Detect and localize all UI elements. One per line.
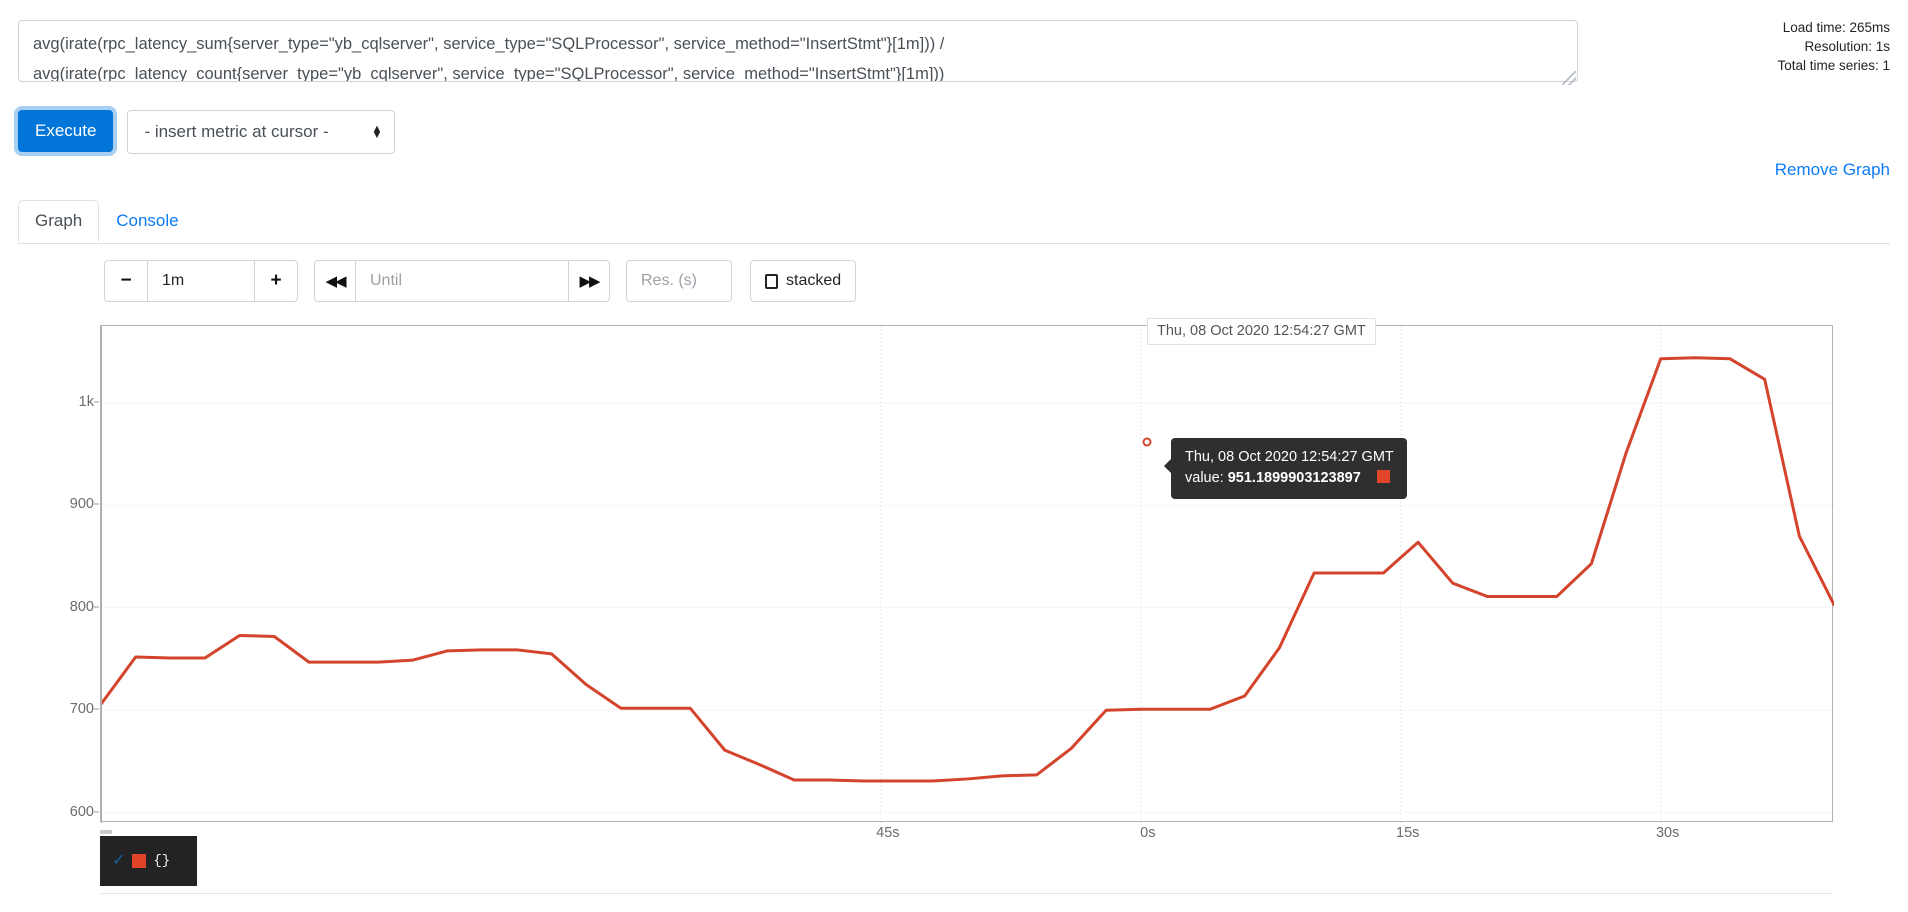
y-axis-tick-label: 600: [69, 803, 94, 820]
y-axis-tick-label: 1k: [78, 393, 94, 410]
execute-row: Execute - insert metric at cursor - ▲ ▼: [18, 110, 396, 154]
legend-divider: [100, 893, 1833, 894]
x-axis-tick-label: 45s: [876, 825, 900, 841]
y-axis-tick: [94, 606, 99, 608]
remove-graph-link[interactable]: Remove Graph: [1774, 160, 1890, 179]
tooltip-timestamp: Thu, 08 Oct 2020 12:54:27 GMT: [1185, 449, 1394, 465]
resolution-info: Resolution: 1s: [1804, 39, 1890, 54]
query-stats: Load time: 265ms Resolution: 1s Total ti…: [1777, 18, 1890, 75]
gridlines: [101, 402, 1834, 814]
resolution-input[interactable]: Res. (s): [626, 260, 732, 302]
range-group: − 1m +: [104, 260, 298, 302]
tab-graph[interactable]: Graph: [18, 200, 100, 242]
metric-insert-select[interactable]: - insert metric at cursor - ▲ ▼: [127, 110, 396, 154]
series-line: [99, 356, 1836, 783]
y-axis-tick: [94, 503, 99, 505]
plot-svg: [99, 326, 1836, 823]
hover-tooltip: Thu, 08 Oct 2020 12:54:27 GMT value: 951…: [1164, 438, 1407, 499]
tooltip-value-label: value:: [1185, 470, 1224, 486]
execute-button[interactable]: Execute: [18, 110, 114, 152]
tooltip-value: 951.1899903123897: [1227, 470, 1361, 486]
legend-color-swatch: [132, 854, 147, 868]
stacked-label: stacked: [786, 272, 842, 289]
y-axis-line: [101, 326, 102, 823]
step-forward-button[interactable]: ▶▶: [568, 260, 610, 302]
panel-tabs: Graph Console: [18, 200, 196, 242]
x-axis-tick-label: 15s: [1396, 825, 1420, 841]
checkbox-icon: [765, 273, 778, 289]
legend-series-label: {}: [153, 853, 171, 869]
y-axis-labels: 600 700 800 900 1k: [42, 325, 99, 822]
vertical-gridlines: [880, 326, 1662, 823]
graph-plot[interactable]: 600 700 800 900 1k 45s 0s 15s 30s Thu, 08 Oct 2…: [70, 318, 1836, 841]
graph-controls: − 1m + ◀◀ Until ▶▶ Res. (s) stacked: [104, 260, 857, 302]
hover-point-marker: [1142, 437, 1152, 447]
check-icon[interactable]: ✓: [112, 852, 126, 869]
step-backward-button[interactable]: ◀◀: [314, 260, 356, 302]
chevron-updown-icon: ▲ ▼: [371, 123, 383, 141]
series-color-swatch: [1376, 470, 1390, 483]
x-axis-tick-label: 0s: [1140, 825, 1156, 841]
axis-timestamp-chip: Thu, 08 Oct 2020 12:54:27 GMT: [1147, 318, 1376, 345]
query-expression-input[interactable]: [18, 20, 1578, 82]
plot-frame: [99, 325, 1836, 823]
tooltip-value-row: value: 951.1899903123897: [1185, 468, 1394, 489]
stacked-toggle[interactable]: stacked: [750, 260, 857, 302]
until-input[interactable]: Until: [356, 260, 568, 302]
y-axis-tick: [94, 401, 99, 403]
tab-console[interactable]: Console: [116, 211, 179, 230]
tab-divider: [18, 243, 1890, 244]
x-axis-tick-label: 30s: [1655, 825, 1680, 841]
range-input[interactable]: 1m: [148, 260, 254, 302]
y-axis-tick-label: 800: [69, 598, 94, 615]
metric-select-value: - insert metric at cursor -: [144, 122, 329, 141]
increase-range-button[interactable]: +: [254, 260, 298, 302]
total-time-series: Total time series: 1: [1777, 58, 1890, 73]
y-axis-tick-label: 700: [69, 701, 94, 718]
y-axis-tick: [94, 811, 99, 813]
load-time: Load time: 265ms: [1782, 20, 1890, 35]
y-axis-tick-label: 900: [69, 496, 94, 513]
decrease-range-button[interactable]: −: [104, 260, 148, 302]
graph-legend[interactable]: ✓ {}: [100, 836, 197, 886]
query-input-wrapper: [18, 20, 1578, 87]
legend-handle: [100, 830, 112, 834]
time-group: ◀◀ Until ▶▶: [314, 260, 610, 302]
y-axis-tick: [94, 708, 99, 710]
